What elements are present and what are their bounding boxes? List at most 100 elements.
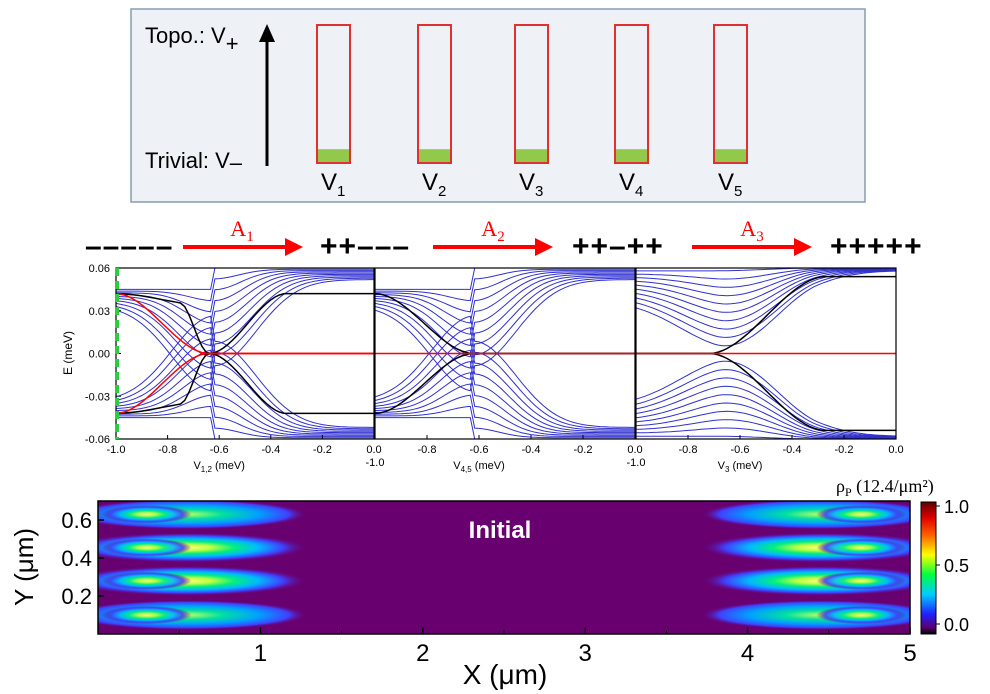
lowest-mode-curve [636, 352, 896, 432]
density-lobe [101, 571, 192, 590]
gate-frame [514, 24, 549, 164]
band-curve [636, 268, 896, 305]
band-curve [636, 269, 896, 313]
arrow-head-icon [535, 238, 553, 256]
density-lobe [101, 538, 192, 557]
band-curve [375, 276, 635, 369]
band-curve [636, 394, 896, 438]
band-curve [375, 272, 635, 335]
density-xtick: 3 [579, 640, 592, 667]
gate-frame [614, 24, 649, 164]
spectrum-xtick: -0.6 [731, 444, 750, 456]
density-map: Initial X (μm) Y (μm) ρP (12.4/μm²) 1 2 3 4… [9, 476, 969, 690]
gate-sequence: ––––– ++––– ++–++ +++++ A1 A2 A3 [85, 216, 923, 263]
gate-label: V5 [718, 169, 742, 200]
gate-5: V5 [713, 24, 748, 200]
band-curve [116, 276, 374, 369]
spectrum-panel-3 [636, 268, 896, 439]
gate-fill [418, 149, 451, 163]
band-curve [636, 268, 896, 272]
topo-label: Topo.: V+ [145, 23, 239, 56]
spectrum-xlabel: V3 (meV) [718, 460, 763, 474]
band-curve [116, 268, 374, 302]
colorbar-tick: 0.0 [944, 615, 969, 635]
spectrum-xtick: -0.2 [313, 444, 332, 456]
density-xtick: 1 [254, 640, 267, 667]
panel-frame [635, 267, 897, 440]
spectrum-xtick: 0.0 [627, 444, 642, 456]
gate-label: V4 [619, 169, 643, 200]
spectrum-xtick: -0.8 [679, 444, 698, 456]
band-curve [116, 360, 374, 434]
band-curve [375, 277, 635, 381]
colorbar [920, 501, 937, 635]
band-curve [636, 369, 896, 437]
spectrum-xtick: -0.4 [783, 444, 802, 456]
arrow-head-icon [794, 238, 812, 256]
band-curve [375, 394, 635, 437]
band-curve [116, 338, 374, 431]
density-xlabel: X (μm) [463, 659, 548, 690]
band-curve [116, 273, 374, 347]
spectrum-xlabel: V1,2 (meV) [193, 460, 244, 474]
gate-frame [417, 24, 452, 164]
band-curve [116, 275, 374, 358]
band-curve [375, 360, 635, 434]
band-curve [636, 377, 896, 438]
gate-4: V4 [614, 24, 649, 200]
gate-label: V3 [519, 169, 543, 200]
band-curve [375, 275, 635, 358]
density-lobe [816, 538, 907, 557]
state-label-1: ––––– [85, 230, 173, 263]
density-title: Initial [469, 517, 532, 544]
band-curve [636, 385, 896, 438]
gate-fill [714, 149, 747, 163]
spectrum-ytick: 0.00 [89, 349, 110, 361]
band-curve [636, 435, 896, 439]
schematic-panel [130, 8, 866, 203]
band-curve [375, 279, 635, 392]
band-curve [116, 349, 374, 432]
gate-2: V2 [417, 24, 452, 200]
density-lobe [816, 505, 907, 524]
spectrum-xtick: -0.6 [210, 444, 229, 456]
state-label-4: +++++ [830, 230, 923, 263]
band-curve [636, 402, 896, 439]
band-curve [636, 269, 896, 322]
state-label-2: ++––– [320, 230, 410, 263]
density-lobe [816, 606, 907, 624]
colorbar-tick: 0.5 [944, 556, 969, 576]
lowest-mode-curve [116, 292, 374, 355]
band-curve [116, 277, 374, 381]
band-curve [375, 349, 635, 432]
band-curve [636, 269, 896, 330]
band-curve [375, 270, 635, 313]
gate-schematic: Topo.: V+ Trivial: V– V1 V2 V3 V4 V5 [130, 8, 866, 203]
panel-frame [374, 267, 636, 440]
spectrum-xtick: -1.0 [627, 457, 646, 469]
spectrum-xtick: 0.0 [888, 444, 903, 456]
band-curve [116, 326, 374, 430]
gate-fill [515, 149, 548, 163]
colorbar-label: ρP (12.4/μm²) [836, 476, 934, 499]
spectrum-xtick: -1.0 [107, 444, 126, 456]
gate-bars: V1 V2 V3 V4 V5 [316, 24, 748, 200]
lowest-mode-curve [116, 352, 374, 415]
spectrum-ytick: 0.03 [89, 306, 110, 318]
voltage-arrow-head-icon [259, 24, 275, 42]
step-label: A1 [230, 216, 253, 245]
band-curve [375, 338, 635, 431]
spectrum-panel-1 [116, 268, 374, 439]
density-xtick: 2 [416, 640, 429, 667]
gate-label: V1 [321, 169, 345, 200]
density-ytick: 0.2 [61, 584, 92, 609]
band-curve [116, 270, 374, 313]
band-curve [116, 279, 374, 392]
band-curve [116, 272, 374, 335]
gate-3: V3 [514, 24, 549, 200]
gate-frame [316, 24, 351, 164]
band-curve [375, 372, 635, 435]
band-curve [116, 268, 374, 290]
spectrum-ytick: 0.06 [89, 263, 110, 275]
spectrum-ytick: -0.03 [85, 391, 110, 403]
